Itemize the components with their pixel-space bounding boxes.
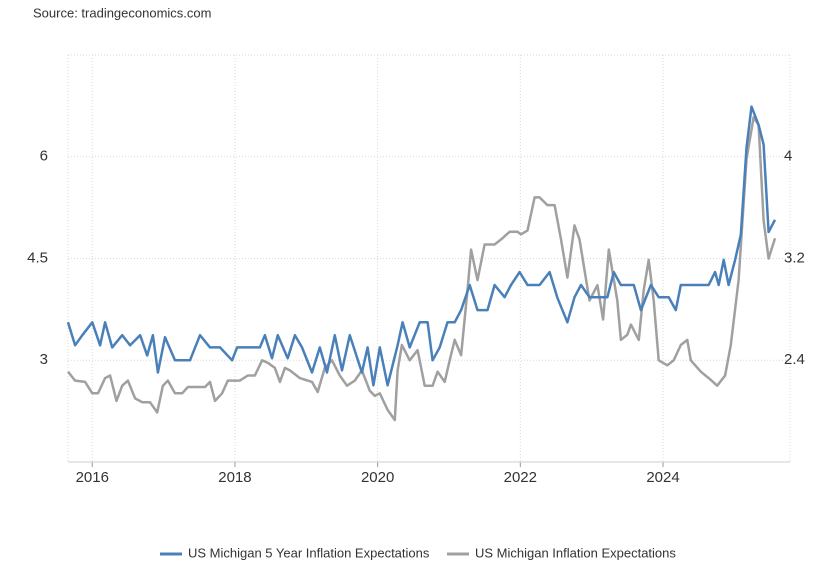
x-tick-label: 2022: [504, 469, 537, 486]
x-tick-label: 2024: [646, 469, 679, 486]
source: Source: tradingeconomics.com: [33, 5, 211, 20]
x-tick-label: 2018: [218, 469, 251, 486]
y-tick-label: 3: [40, 351, 48, 368]
y-tick-label: 4.5: [27, 249, 48, 266]
y-tick-label: 6: [40, 148, 48, 165]
y2-tick-label: 4: [784, 148, 792, 165]
series-line: [66, 105, 777, 387]
legend-label: US Michigan 5 Year Inflation Expectation…: [188, 545, 430, 560]
y2-tick-label: 2.4: [784, 351, 805, 368]
y2-tick-label: 3.2: [784, 249, 805, 266]
x-tick-label: 2020: [361, 469, 394, 486]
legend-label: US Michigan Inflation Expectations: [475, 545, 676, 560]
series-line: [67, 116, 777, 422]
x-tick-label: 2016: [76, 469, 109, 486]
